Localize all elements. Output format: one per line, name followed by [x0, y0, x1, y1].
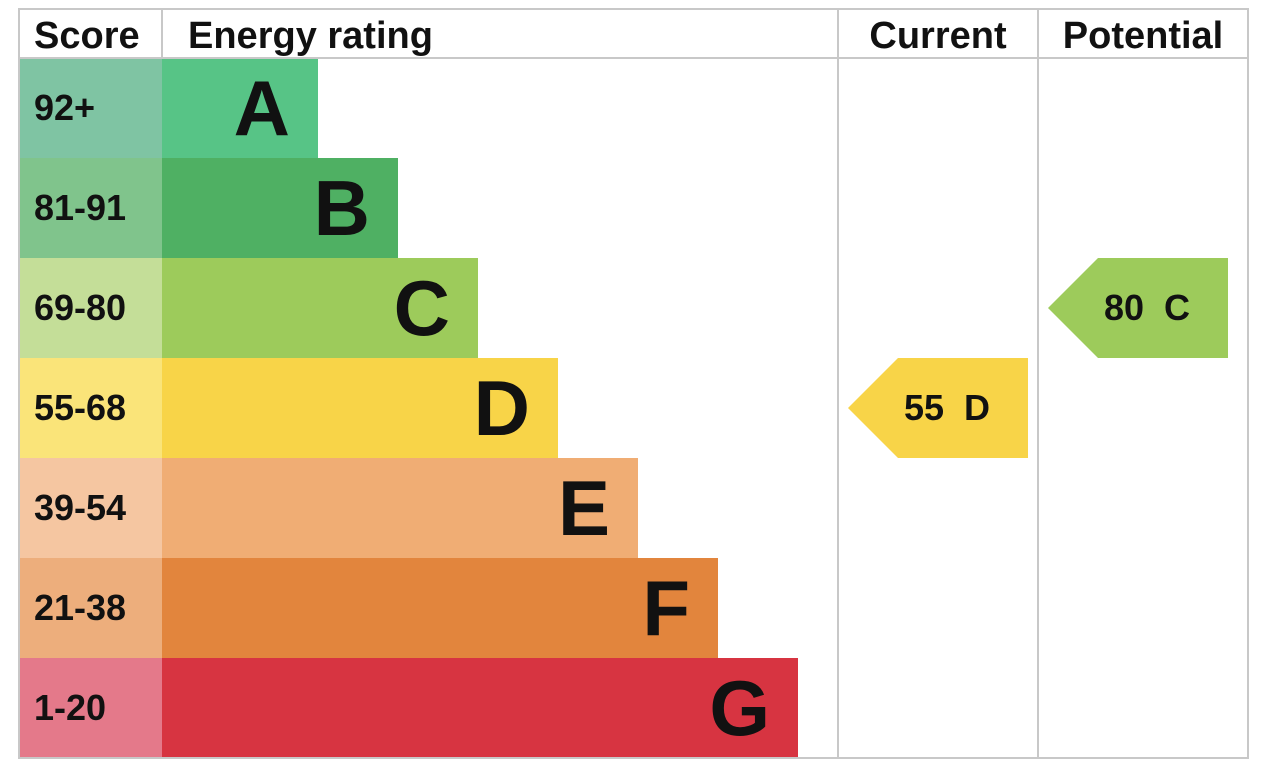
score-header: Score — [34, 15, 140, 57]
band-bar-e: E — [162, 458, 638, 558]
potential-rating-arrow: 80 C — [1048, 258, 1228, 358]
band-bar-a: A — [162, 58, 318, 158]
potential-header: Potential — [1062, 15, 1224, 57]
score-range-g: 1-20 — [18, 658, 162, 758]
potential-column-divider — [1037, 8, 1039, 759]
score-range-e: 39-54 — [18, 458, 162, 558]
band-bar-b: B — [162, 158, 398, 258]
current-header: Current — [869, 15, 1007, 57]
border-right — [1247, 8, 1249, 759]
header-divider — [18, 57, 1249, 59]
score-range-f: 21-38 — [18, 558, 162, 658]
band-bar-d: D — [162, 358, 558, 458]
current-column-divider — [837, 8, 839, 759]
border-bottom — [18, 757, 1249, 759]
band-bar-f: F — [162, 558, 718, 658]
score-column-divider — [161, 8, 163, 58]
score-range-b: 81-91 — [18, 158, 162, 258]
score-range-c: 69-80 — [18, 258, 162, 358]
score-range-a: 92+ — [18, 58, 162, 158]
energy-rating-header: Energy rating — [188, 15, 433, 57]
band-bar-c: C — [162, 258, 478, 358]
band-bar-g: G — [162, 658, 798, 758]
border-top — [18, 8, 1249, 10]
border-left — [18, 8, 20, 759]
current-rating-arrow: 55 D — [848, 358, 1028, 458]
score-range-d: 55-68 — [18, 358, 162, 458]
